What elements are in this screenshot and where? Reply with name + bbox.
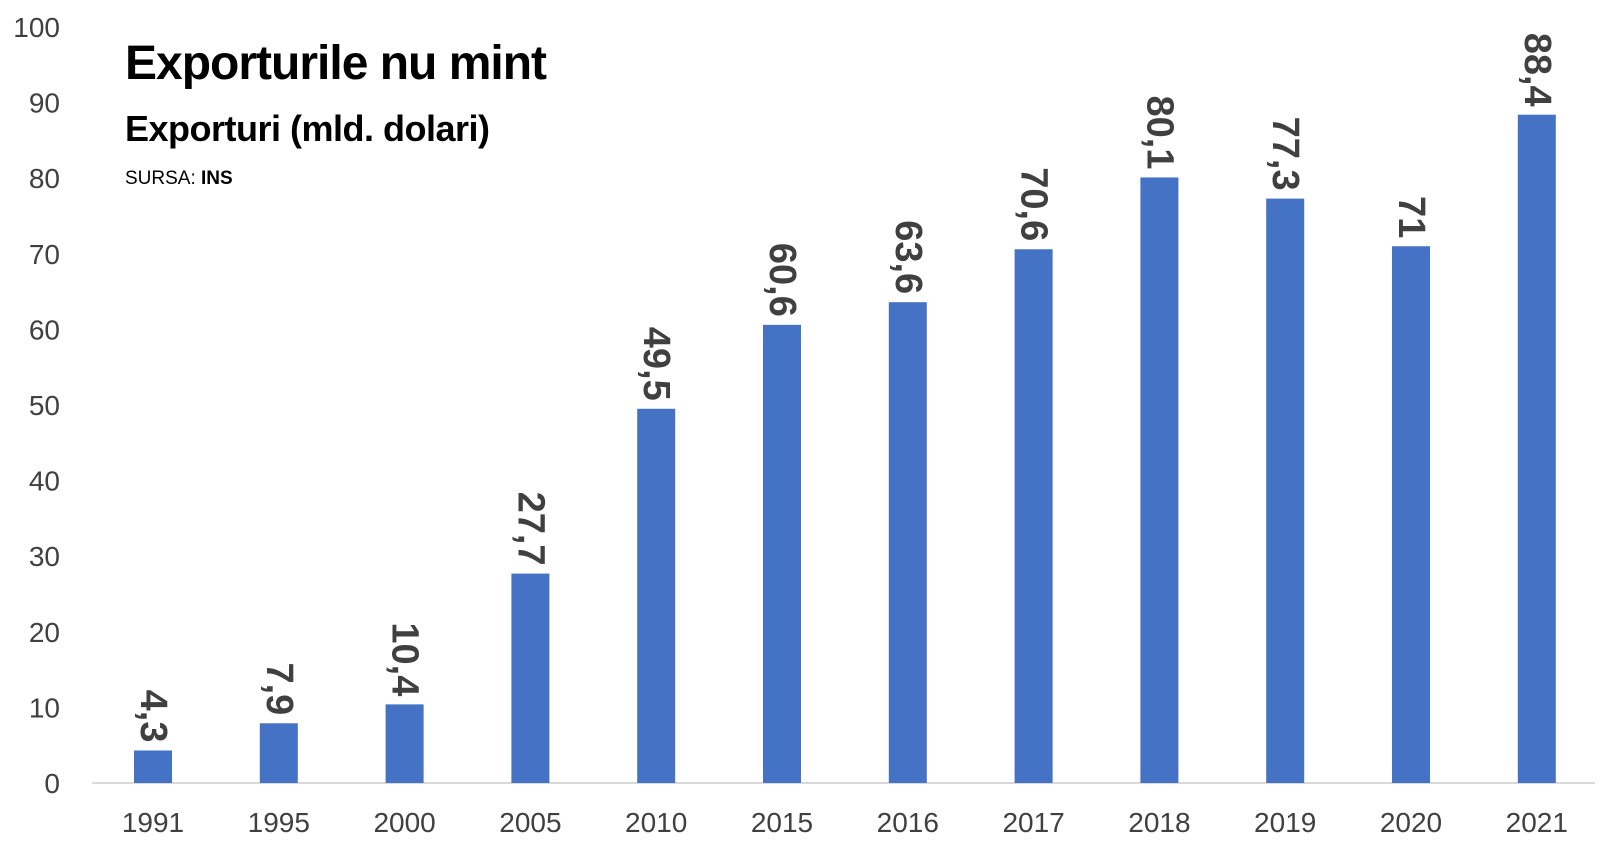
y-tick-label: 0 [44, 768, 60, 799]
x-tick-label: 2016 [877, 807, 939, 838]
data-label: 60,6 [761, 243, 803, 317]
source-prefix: SURSA: [125, 168, 202, 189]
bar-2010 [637, 408, 676, 783]
data-label: 4,3 [132, 690, 174, 743]
data-label: 10,4 [384, 622, 426, 696]
x-tick-label: 2015 [751, 807, 813, 838]
y-tick-label: 40 [29, 466, 60, 497]
data-label: 7,9 [258, 662, 300, 715]
y-tick-label: 80 [29, 163, 60, 194]
x-tick-label: 2021 [1506, 807, 1568, 838]
x-tick-label: 2018 [1128, 807, 1190, 838]
chart-title: Exporturile nu mint [125, 37, 547, 90]
x-axis-ticks: 1991 1995 2000 2005 2010 2015 2016 2017 2018 2019… [122, 807, 1568, 838]
data-label: 77,3 [1264, 117, 1306, 191]
bar-2017 [1014, 249, 1053, 783]
data-labels: 4,3 7,9 10,4 27,7 49,5 60,6 63,6 70,6 80,1 77,3 71… [132, 33, 1558, 743]
chart-subtitle: Exporturi (mld. dolari) [125, 108, 490, 149]
y-tick-label: 20 [29, 617, 60, 648]
bars [134, 114, 1556, 784]
y-tick-label: 90 [29, 88, 60, 119]
source-name: INS [201, 168, 233, 189]
y-tick-label: 100 [13, 12, 60, 43]
data-label: 80,1 [1138, 95, 1180, 169]
x-tick-label: 2019 [1254, 807, 1316, 838]
data-label: 49,5 [635, 327, 677, 401]
y-tick-label: 10 [29, 692, 60, 723]
bar-2016 [888, 302, 927, 783]
x-tick-label: 2000 [373, 807, 435, 838]
bar-2019 [1266, 198, 1305, 783]
x-tick-label: 2010 [625, 807, 687, 838]
data-label: 88,4 [1516, 33, 1558, 107]
chart-source: SURSA: INS [125, 168, 233, 190]
data-label: 63,6 [887, 220, 929, 294]
y-tick-label: 30 [29, 541, 60, 572]
x-tick-label: 2017 [1002, 807, 1064, 838]
y-axis-ticks: 0 10 20 30 40 50 60 70 80 90 100 [13, 12, 60, 799]
x-tick-label: 1991 [122, 807, 184, 838]
bar-2020 [1392, 246, 1430, 784]
x-tick-label: 1995 [248, 807, 310, 838]
bar-2000 [385, 704, 424, 783]
data-label: 70,6 [1013, 167, 1055, 241]
y-tick-label: 50 [29, 390, 60, 421]
y-tick-label: 60 [29, 314, 60, 345]
data-label: 27,7 [509, 492, 551, 566]
y-tick-label: 70 [29, 239, 60, 270]
x-tick-label: 2005 [499, 807, 561, 838]
bar-1991 [134, 750, 172, 783]
x-tick-label: 2020 [1380, 807, 1442, 838]
bar-2015 [763, 324, 801, 783]
bar-2021 [1517, 114, 1556, 784]
bar-2018 [1140, 177, 1179, 784]
data-label: 71 [1390, 196, 1432, 238]
bar-1995 [259, 723, 298, 783]
bar-2005 [511, 573, 550, 783]
